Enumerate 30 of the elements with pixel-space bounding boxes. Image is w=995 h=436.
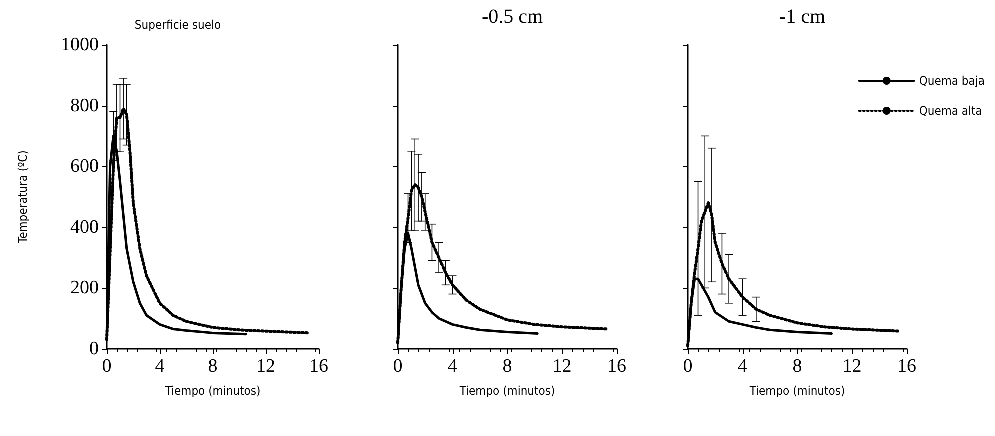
x-axis-title: Tiempo (minutos) (458, 384, 556, 398)
x-tick-label: 12 (552, 356, 572, 377)
x-tick-label: 4 (155, 356, 166, 377)
x-tick-label: 16 (310, 356, 328, 377)
x-tick-label: 8 (208, 356, 218, 377)
x-tick-label: 16 (898, 356, 916, 377)
x-tick-label: 8 (502, 356, 512, 377)
x-tick-label: 4 (448, 356, 458, 377)
y-tick-label: 1000 (61, 34, 99, 56)
y-tick-label: 0 (90, 338, 99, 360)
x-tick-label: 12 (256, 356, 276, 377)
x-tick-label: 0 (393, 356, 403, 377)
x-tick-label: 4 (738, 356, 748, 377)
x-tick-label: 16 (608, 356, 626, 377)
x-axis-title: Tiempo (minutos) (748, 384, 846, 398)
chart-title: Superficie suelo (134, 18, 222, 32)
x-tick-label: 0 (683, 356, 693, 377)
y-axis-title: Temperatura (ºC) (16, 150, 30, 244)
chart-title: -1 cm (779, 6, 826, 28)
chart-title: -0.5 cm (482, 6, 544, 28)
x-tick-label: 0 (102, 356, 112, 377)
y-tick-label: 600 (70, 156, 99, 178)
y-tick-label: 400 (70, 216, 99, 238)
y-tick-label: 200 (70, 278, 99, 299)
x-tick-label: 8 (792, 356, 802, 377)
x-axis-title: Tiempo (minutos) (164, 384, 261, 398)
x-tick-label: 12 (842, 356, 862, 377)
legend-label: Quema baja (919, 74, 986, 88)
y-tick-label: 800 (70, 95, 99, 116)
legend-label: Quema alta (919, 104, 982, 118)
